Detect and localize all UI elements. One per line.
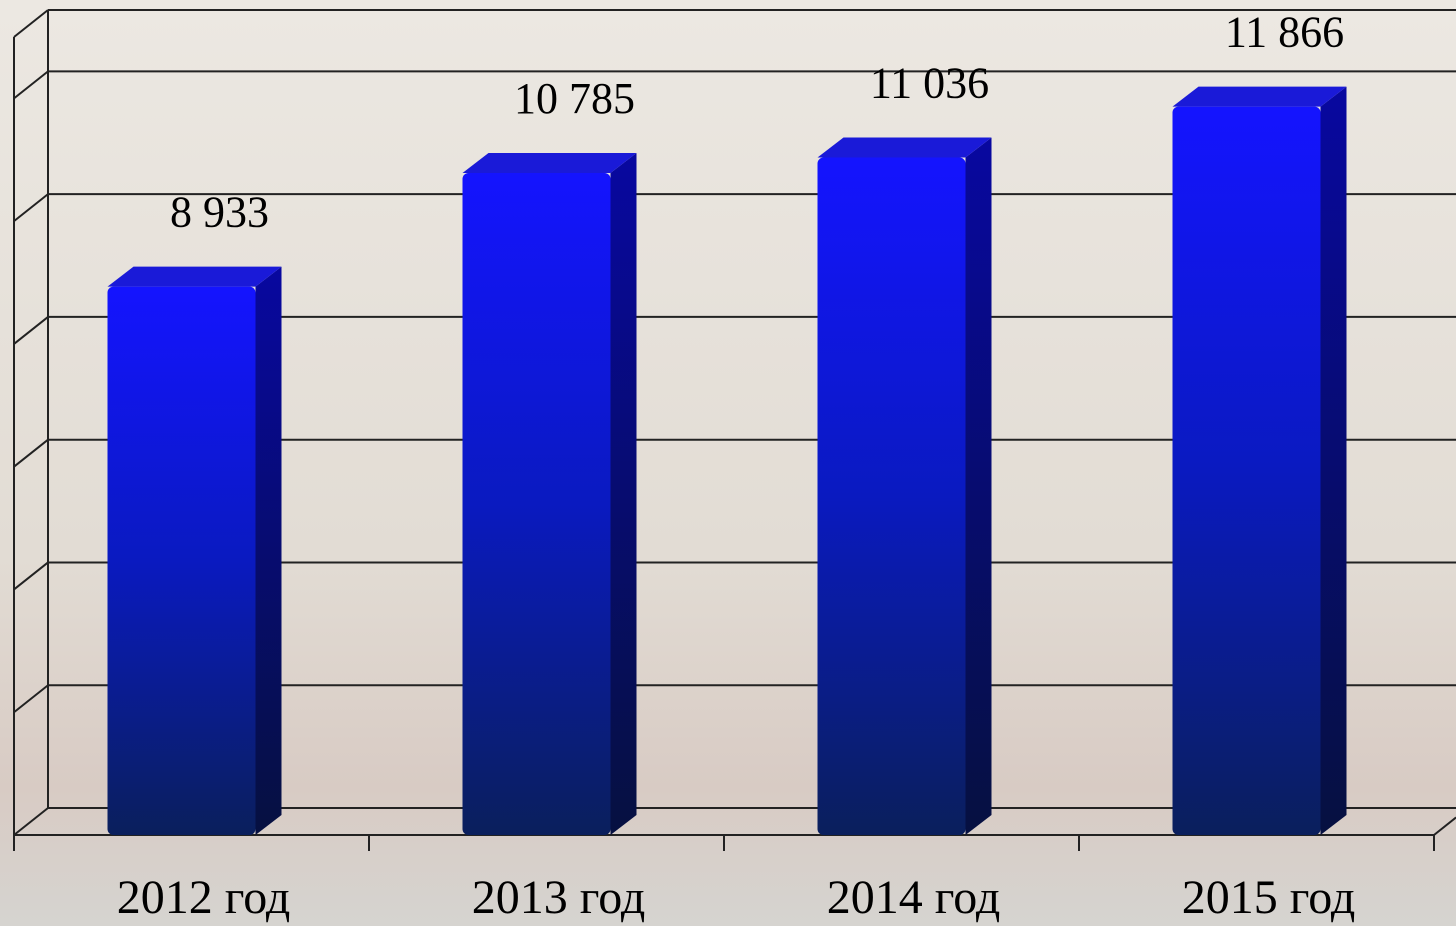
bar-side <box>1320 86 1347 835</box>
bar-top <box>1172 86 1347 107</box>
grid-line <box>13 561 49 591</box>
bar-side <box>965 137 992 835</box>
value-label: 11 866 <box>1225 8 1344 57</box>
x-tick-label: 2012 год <box>117 871 291 924</box>
grid-line <box>13 193 49 222</box>
value-label: 8 933 <box>170 188 269 237</box>
grid-line <box>13 70 49 100</box>
bar <box>817 157 966 835</box>
bar-top <box>817 137 992 158</box>
grid-line <box>13 438 49 468</box>
bar-top <box>462 152 637 173</box>
wall-edge <box>13 9 49 38</box>
bar-side <box>255 266 282 835</box>
x-tick-label: 2013 год <box>472 871 646 924</box>
bar <box>1172 106 1321 835</box>
value-label: 10 785 <box>514 74 635 123</box>
floor-edge <box>1433 816 1456 836</box>
bar-side <box>610 152 637 835</box>
bar <box>462 172 611 835</box>
bar-top <box>107 266 282 287</box>
grid-line <box>13 316 49 345</box>
value-label: 11 036 <box>870 59 989 108</box>
grid-line <box>13 684 49 714</box>
x-tick-label: 2015 год <box>1182 871 1356 924</box>
grid-line <box>13 807 49 836</box>
x-tick-label: 2014 год <box>827 871 1001 924</box>
bar <box>107 286 256 835</box>
